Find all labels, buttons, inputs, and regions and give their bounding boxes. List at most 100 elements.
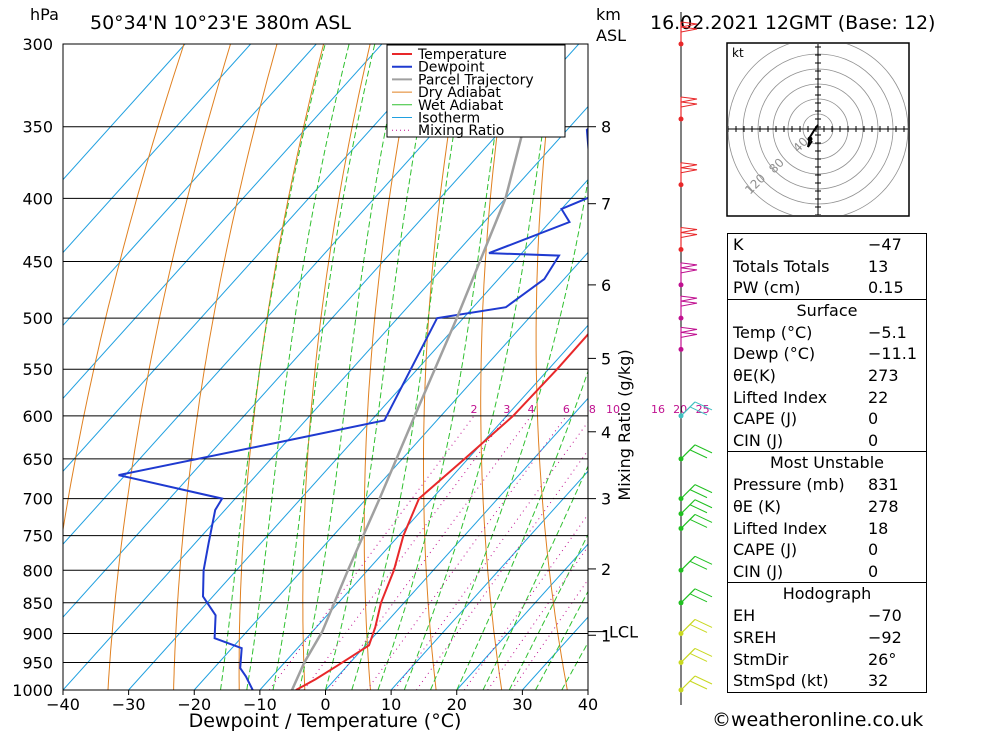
mu-pressure-row: Pressure (mb) 831 xyxy=(728,474,926,496)
pressure-tick-label: 900 xyxy=(22,624,53,643)
wind-barb-feather xyxy=(689,593,708,603)
surface-dewp-value: −11.1 xyxy=(868,344,918,364)
copyright-link[interactable]: ©weatheronline.co.uk xyxy=(712,709,924,731)
wet-adiabat-line xyxy=(325,44,435,690)
wind-barb-staff xyxy=(680,648,696,663)
surface-theta-value: 273 xyxy=(868,365,899,385)
legend-label: Parcel Trajectory xyxy=(418,72,534,88)
wind-barb xyxy=(680,96,698,119)
stmdir-row: StmDir 26° xyxy=(728,649,926,671)
temperature-line xyxy=(295,332,588,690)
isotherm-line xyxy=(63,44,580,618)
wet-adiabat-line xyxy=(535,590,588,690)
wind-barb-feather xyxy=(689,489,708,499)
mixing-ratio-line xyxy=(303,415,508,690)
km-tick-label: 3 xyxy=(601,490,611,509)
wind-barb-staff xyxy=(680,619,696,634)
dry-adiabat-line xyxy=(975,44,1000,690)
isotherm-line xyxy=(63,44,317,327)
most-unstable-section: Most Unstable Pressure (mb) 831 θE (K) 278… xyxy=(727,451,927,583)
mixing-ratio-label: 2 xyxy=(471,403,478,416)
surface-cin-row: CIN (J) 0 xyxy=(728,430,926,452)
km-tick-label: 5 xyxy=(601,349,611,368)
surface-cape-label: CAPE (J) xyxy=(733,409,798,429)
series-layer xyxy=(118,44,588,690)
surface-dewp-label: Dewp (°C) xyxy=(733,344,816,364)
mixing-ratio-label: 10 xyxy=(606,403,620,416)
wind-barb xyxy=(680,227,698,250)
pressure-tick-label: 350 xyxy=(22,118,53,137)
mu-li-value: 18 xyxy=(868,518,889,538)
wind-barb-staff xyxy=(680,401,696,417)
wind-barb-flags xyxy=(680,227,698,238)
legend-label: Mixing Ratio xyxy=(418,123,504,139)
surface-theta-row: θE(K) 273 xyxy=(728,365,926,387)
km-tick-label: 2 xyxy=(601,560,611,579)
wind-barb-feather xyxy=(689,653,708,662)
dry-adiabat-line xyxy=(107,44,231,690)
isotherm-line xyxy=(128,178,588,690)
km-unit-label: km xyxy=(596,5,621,24)
hodograph-section: Hodograph EH −70 SREH −92 StmDir 26° StmSpd… xyxy=(727,582,927,693)
hpa-unit-label: hPa xyxy=(30,5,59,24)
sreh-row: SREH −92 xyxy=(728,627,926,649)
isotherm-line xyxy=(63,105,588,690)
legend-label: Dewpoint xyxy=(418,60,485,76)
wind-barb-staff xyxy=(680,588,696,604)
pressure-tick-label: 600 xyxy=(22,407,53,426)
eh-value: −70 xyxy=(868,606,902,626)
wind-barb-feather xyxy=(689,560,708,570)
wind-barb-feather xyxy=(694,484,713,494)
hodograph-storm-marker xyxy=(807,136,813,142)
wind-barb-feather xyxy=(689,504,708,514)
surface-cin-value: 0 xyxy=(868,430,879,450)
dry-adiabat-line xyxy=(928,44,1000,690)
k-index-label: K xyxy=(733,235,744,254)
wind-barb xyxy=(680,262,698,285)
surface-temp-value: −5.1 xyxy=(868,322,907,342)
wind-barb-feather xyxy=(694,588,713,598)
eh-row: EH −70 xyxy=(728,605,926,627)
wind-barb xyxy=(680,675,713,691)
isotherm-line xyxy=(456,543,588,690)
wind-barb-flags xyxy=(680,21,698,33)
plot-frame xyxy=(62,43,589,691)
mu-theta-label: θE (K) xyxy=(733,496,781,516)
wind-barb xyxy=(680,484,713,500)
pressure-tick-label: 400 xyxy=(22,189,53,208)
wet-adiabat-line xyxy=(403,44,556,690)
hodograph-stats-title: Hodograph xyxy=(782,584,872,604)
km-tick-label: 1 xyxy=(601,626,611,645)
km-tick-label: 7 xyxy=(601,195,611,214)
stability-indices: K −47 Totals Totals 13 PW (cm) 0.15 xyxy=(727,233,927,299)
mu-pressure-label: Pressure (mb) xyxy=(733,475,845,495)
legend-label: Temperature xyxy=(417,47,507,63)
wet-adiabat-line xyxy=(508,533,588,690)
pressure-tick-label: 450 xyxy=(22,253,53,272)
location-title: 50°34'N 10°23'E 380m ASL xyxy=(90,12,351,34)
asl-unit-label: ASL xyxy=(596,26,626,45)
wet-adiabat-line xyxy=(482,464,588,690)
wind-barb-feather xyxy=(689,406,708,416)
mixing-ratio-line xyxy=(268,415,475,690)
wet-adiabat-line xyxy=(456,369,588,690)
pw-row: PW (cm) 0.15 xyxy=(728,277,926,299)
wind-barb-staff xyxy=(680,444,696,460)
k-index-value: −47 xyxy=(868,235,902,254)
wind-barb-staff xyxy=(680,499,696,515)
wind-barb-flags xyxy=(680,326,698,338)
surface-section: Surface Temp (°C) −5.1 Dewp (°C) −11.1 θE(… xyxy=(727,298,927,452)
mixing-ratio-line xyxy=(415,449,588,690)
mu-cin-value: 0 xyxy=(868,561,879,581)
mu-cape-value: 0 xyxy=(868,540,879,560)
wind-barb-feather xyxy=(694,648,713,657)
km-tick-label: 4 xyxy=(601,423,611,442)
wind-barb-feather xyxy=(689,624,708,633)
stmdir-value: 26° xyxy=(868,649,897,669)
x-tick-label: 30 xyxy=(512,695,532,714)
mu-cape-row: CAPE (J) 0 xyxy=(728,539,926,561)
wind-barb-flags xyxy=(680,162,698,174)
